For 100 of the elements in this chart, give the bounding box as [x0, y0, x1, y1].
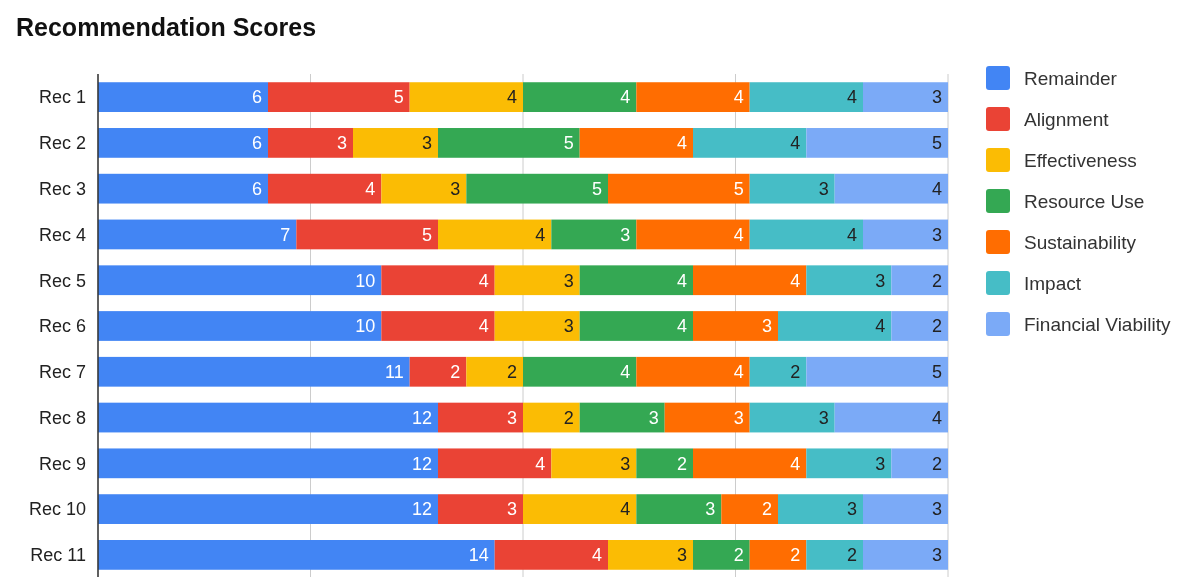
bar: [438, 448, 552, 479]
bar: [749, 82, 863, 112]
bar: [381, 265, 495, 296]
data-label: 4: [676, 270, 687, 291]
bar: [98, 494, 438, 524]
y-tick-label: Rec 7: [38, 362, 86, 383]
bar: [806, 448, 892, 479]
bar: [268, 82, 410, 112]
data-label: 5: [931, 362, 942, 383]
data-label: 2: [931, 316, 942, 337]
bar: [98, 356, 410, 387]
data-label: 5: [591, 178, 602, 199]
bar: [523, 402, 580, 433]
data-label: 3: [705, 499, 716, 520]
data-label: 3: [506, 499, 517, 520]
bar: [98, 82, 268, 112]
y-tick-label: Rec 1: [38, 87, 86, 108]
data-label: 3: [931, 499, 942, 520]
bar: [438, 128, 580, 158]
data-label: 3: [931, 87, 942, 108]
legend-label: Remainder: [1024, 67, 1118, 89]
data-label: 11: [384, 362, 404, 383]
bar: [98, 173, 268, 204]
bar: [693, 540, 750, 570]
bar: [438, 219, 552, 250]
data-label: 4: [535, 224, 546, 245]
bar: [863, 219, 948, 250]
data-label: 4: [365, 178, 376, 199]
bar: [806, 540, 863, 570]
bar: [749, 540, 807, 570]
data-label: 5: [733, 178, 744, 199]
y-tick-label: Rec 4: [38, 224, 86, 245]
bar: [749, 356, 807, 387]
bar: [579, 128, 693, 158]
legend-label: Impact: [1024, 272, 1082, 294]
data-label: 3: [875, 270, 886, 291]
bar: [98, 448, 438, 479]
y-tick-label: Rec 9: [38, 453, 86, 474]
data-label: 3: [620, 224, 631, 245]
bar: [409, 82, 523, 112]
bar: [466, 356, 523, 387]
data-label: 3: [761, 316, 772, 337]
bar: [608, 173, 750, 204]
bar: [693, 128, 807, 158]
bar: [863, 82, 948, 112]
data-label: 6: [251, 178, 262, 199]
bar: [806, 128, 948, 158]
legend-label: Sustainability: [1024, 231, 1137, 253]
bar: [438, 494, 523, 524]
data-label: 2: [450, 362, 461, 383]
data-label: 12: [411, 453, 432, 474]
bar: [523, 494, 637, 524]
data-label: 4: [591, 545, 602, 566]
data-label: 2: [846, 545, 857, 566]
data-label: 2: [931, 270, 942, 291]
bar: [98, 540, 495, 570]
bar: [523, 82, 637, 112]
data-label: 3: [648, 407, 659, 428]
data-label: 4: [676, 316, 687, 337]
bar: [353, 128, 438, 158]
data-label: 2: [676, 453, 687, 474]
data-label: 4: [478, 316, 489, 337]
data-label: 4: [790, 453, 801, 474]
data-label: 2: [563, 407, 574, 428]
data-label: 7: [280, 224, 291, 245]
legend-label: Financial Viability: [1024, 313, 1171, 335]
data-label: 4: [846, 224, 857, 245]
bar: [579, 311, 693, 341]
bar: [778, 311, 892, 341]
y-tick-label: Rec 10: [28, 499, 86, 520]
bar: [693, 265, 807, 296]
data-label: 4: [506, 87, 517, 108]
bar: [693, 311, 778, 341]
bar: [438, 402, 523, 433]
data-label: 3: [676, 545, 687, 566]
bar: [863, 494, 948, 524]
bar: [579, 265, 693, 296]
data-label: 3: [818, 407, 829, 428]
bar: [98, 402, 438, 433]
bar: [381, 311, 495, 341]
bar: [494, 311, 580, 341]
data-label: 10: [355, 316, 376, 337]
bar: [98, 128, 268, 158]
bar: [98, 219, 297, 250]
data-label: 5: [393, 87, 404, 108]
data-label: 4: [846, 87, 857, 108]
data-label: 4: [733, 87, 744, 108]
data-label: 6: [251, 87, 262, 108]
bar: [268, 128, 353, 158]
legend-label: Alignment: [1024, 108, 1110, 130]
data-label: 2: [761, 499, 772, 520]
data-label: 3: [421, 133, 432, 154]
data-label: 2: [790, 545, 801, 566]
bar: [891, 311, 948, 341]
data-label: 3: [733, 407, 744, 428]
data-label: 5: [421, 224, 432, 245]
data-label: 3: [563, 316, 574, 337]
bar: [494, 540, 608, 570]
legend-label: Resource Use: [1024, 190, 1145, 212]
y-tick-label: Rec 2: [38, 133, 86, 154]
